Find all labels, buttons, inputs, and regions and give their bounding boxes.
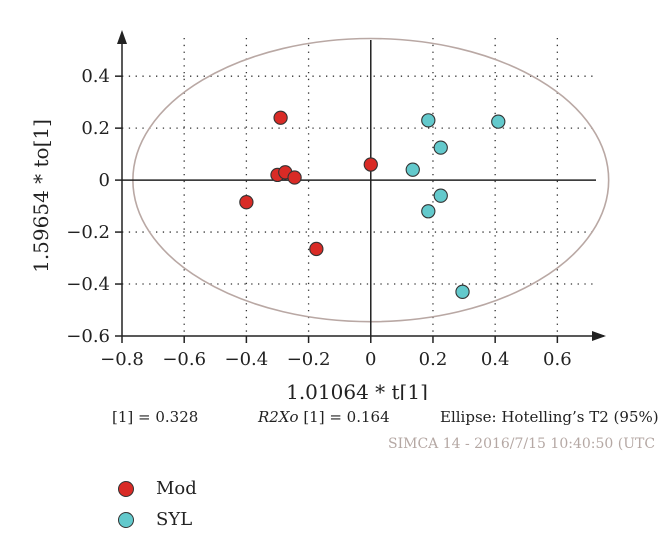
legend-label-mod: Mod (156, 478, 197, 499)
point-syl (421, 204, 436, 219)
point-mod (239, 195, 254, 210)
legend-item-syl: SYL (118, 509, 192, 530)
ellipse-stat: Ellipse: Hotelling’s T2 (95%) (440, 408, 659, 426)
x-tick-label: −0.2 (287, 349, 331, 370)
y-tick-label: 0.4 (81, 66, 110, 87)
legend-item-mod: Mod (118, 478, 197, 499)
point-syl (405, 162, 420, 177)
grid-lines (122, 38, 596, 336)
point-syl (433, 188, 448, 203)
point-syl (455, 284, 470, 299)
point-syl (433, 140, 448, 155)
y-tick-label: −0.2 (66, 222, 110, 243)
score-scatter-plot: −0.8 −0.6 −0.4 −0.2 0 0.2 0.4 0.6−0.6−0.4−0.200… (29, 30, 610, 400)
x-axis-label: 1.01064 * t[1] (286, 380, 428, 400)
axes (115, 30, 606, 343)
x-tick-label: −0.4 (225, 349, 269, 370)
point-mod (309, 241, 324, 257)
r2x-stat: [1] = 0.328 (112, 408, 199, 426)
data-points (239, 110, 506, 299)
x-axis-arrow (592, 331, 606, 341)
y-axis-arrow (117, 30, 127, 44)
legend-dot-syl (118, 511, 134, 528)
x-tick-label: −0.6 (162, 349, 206, 370)
y-tick-label: −0.4 (66, 274, 110, 295)
x-tick-label: 0.2 (419, 349, 448, 370)
point-mod (287, 170, 302, 185)
y-axis-label: 1.59654 * to[1] (29, 119, 53, 273)
point-mod (273, 110, 288, 125)
point-syl (421, 113, 436, 128)
x-tick-label: 0.4 (481, 349, 510, 370)
y-tick-label: 0.2 (81, 118, 110, 139)
x-tick-label: −0.8 (100, 349, 144, 370)
x-tick-label: 0 (365, 349, 376, 370)
r2xo-label: R2Xo (258, 408, 299, 426)
simca-footer: SIMCA 14 - 2016/7/15 10:40:50 (UTC (388, 436, 656, 452)
y-tick-label: 0 (99, 170, 110, 191)
r2xo-stat: R2Xo [1] = 0.164 (258, 408, 390, 426)
legend-label-syl: SYL (156, 509, 193, 530)
x-tick-label: 0.6 (543, 349, 572, 370)
y-tick-label: −0.6 (66, 326, 110, 347)
legend-dot-mod (118, 480, 134, 497)
point-syl (491, 114, 506, 129)
point-mod (363, 157, 378, 172)
tick-labels: −0.8 −0.6 −0.4 −0.2 0 0.2 0.4 0.6−0.6−0.4−0.200… (66, 66, 571, 370)
r2xo-value: [1] = 0.164 (303, 408, 390, 426)
